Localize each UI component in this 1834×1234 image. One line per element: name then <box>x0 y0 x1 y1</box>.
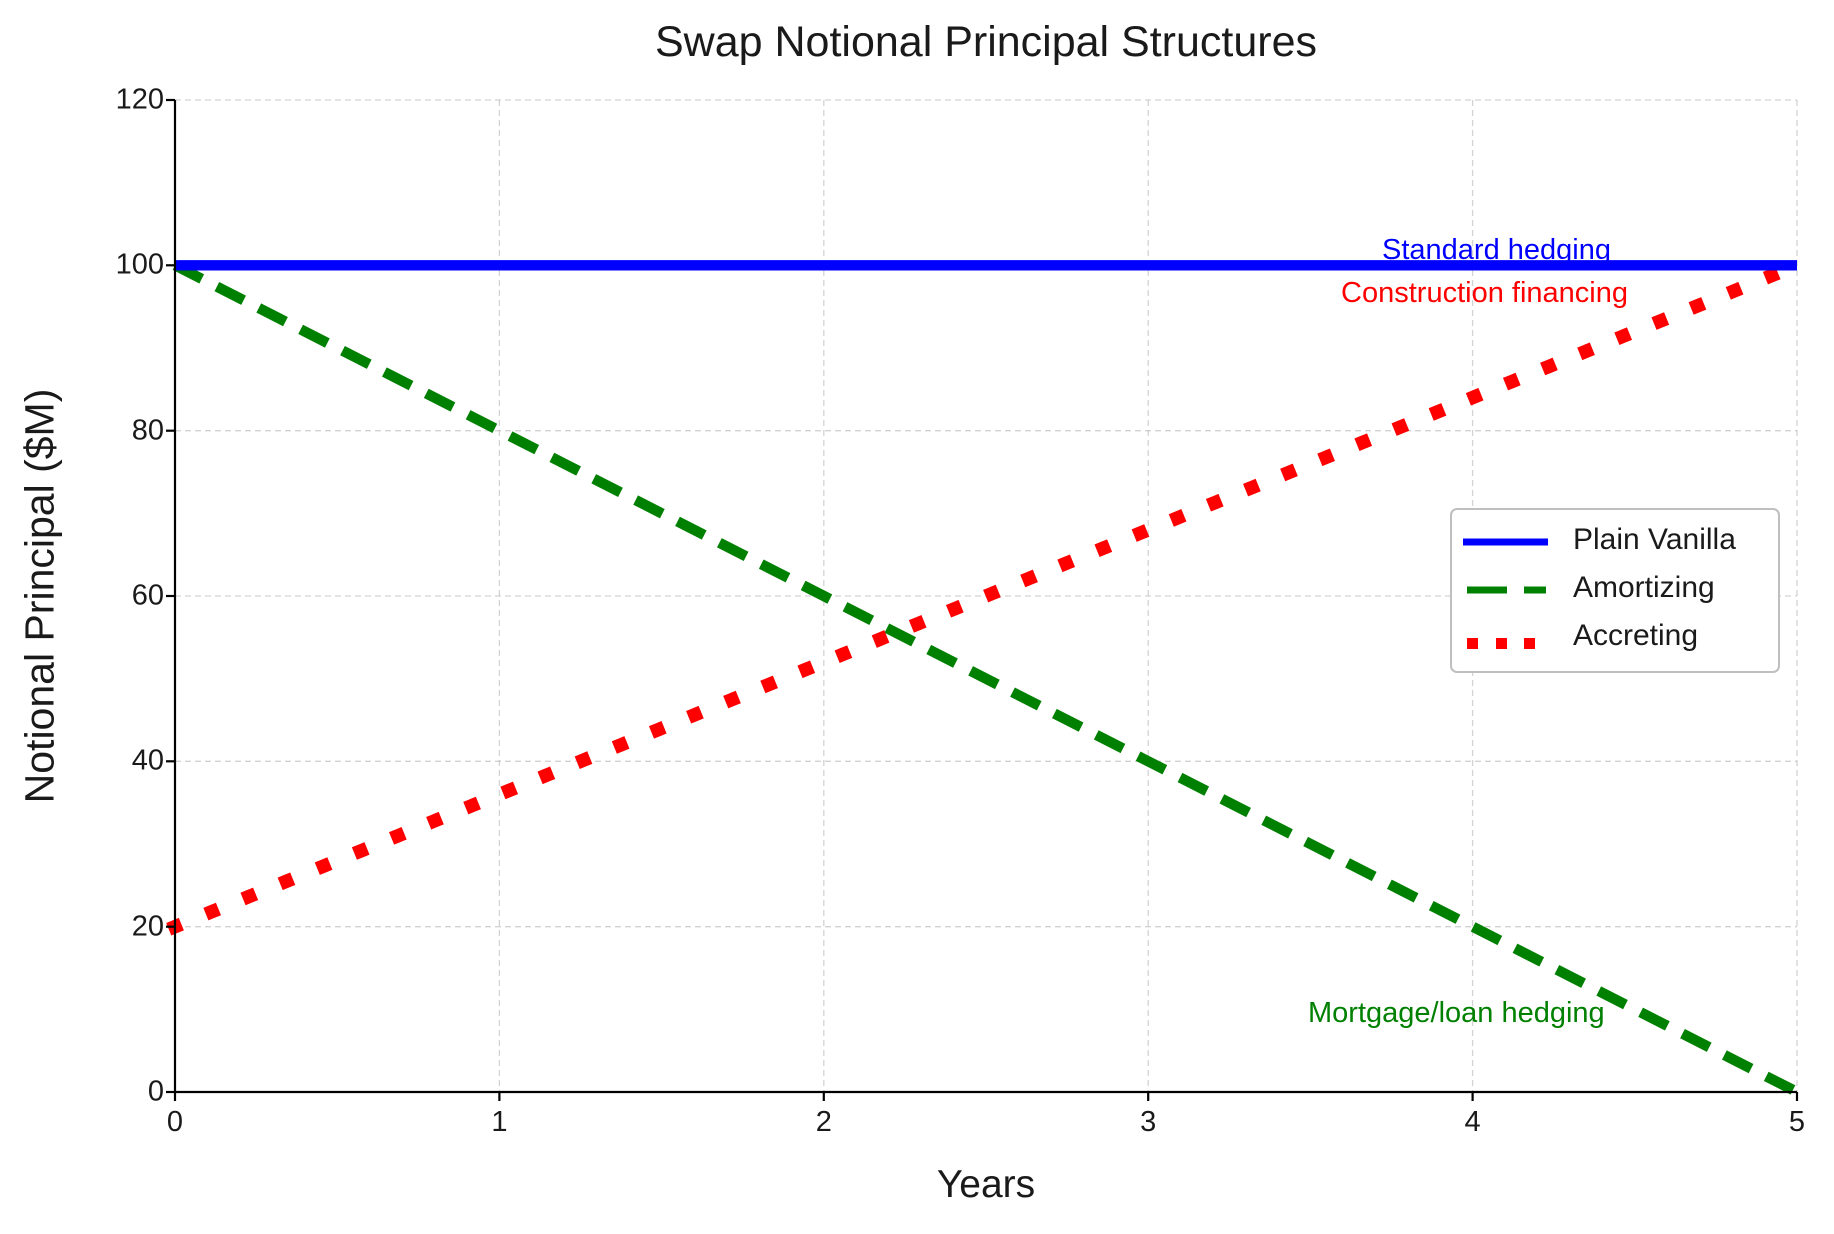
svg-text:Construction financing: Construction financing <box>1341 277 1628 309</box>
svg-text:Standard hedging: Standard hedging <box>1382 234 1611 266</box>
svg-text:Mortgage/loan hedging: Mortgage/loan hedging <box>1308 997 1605 1029</box>
